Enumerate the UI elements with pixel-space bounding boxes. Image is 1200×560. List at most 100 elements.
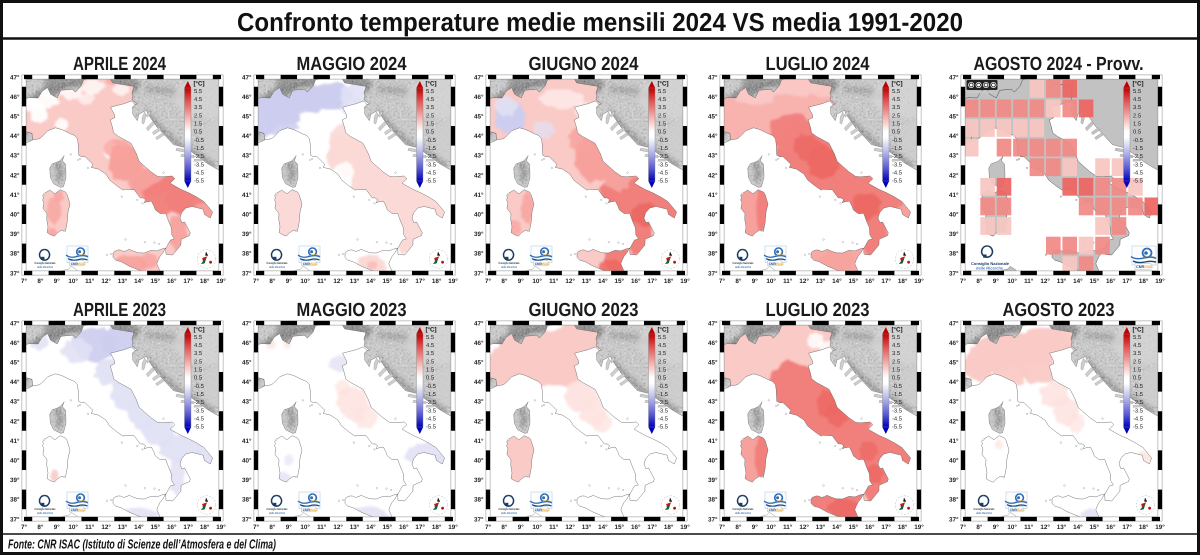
svg-text:7°: 7° <box>960 524 967 531</box>
svg-text:Consiglio Nazionale: Consiglio Nazionale <box>733 261 754 265</box>
svg-text:10°: 10° <box>68 278 78 285</box>
svg-text:delle Ricerche: delle Ricerche <box>37 265 53 269</box>
svg-text:-5.5: -5.5 <box>658 425 668 431</box>
svg-text:delle Ricerche: delle Ricerche <box>37 511 53 515</box>
svg-text:47°: 47° <box>949 74 959 81</box>
svg-text:12°: 12° <box>333 524 343 531</box>
svg-text:8°: 8° <box>269 524 276 531</box>
svg-text:37°: 37° <box>10 516 20 523</box>
svg-text:5.5: 5.5 <box>194 89 202 95</box>
svg-text:-3.5: -3.5 <box>892 407 902 414</box>
svg-text:-0.5: -0.5 <box>194 137 204 144</box>
svg-text:CNR: CNR <box>769 262 777 266</box>
svg-text:41°: 41° <box>949 438 959 445</box>
svg-text:39°: 39° <box>242 477 252 484</box>
svg-text:46°: 46° <box>242 94 252 101</box>
svg-text:12°: 12° <box>101 524 111 531</box>
svg-text:17°: 17° <box>1122 278 1132 285</box>
svg-text:1.5: 1.5 <box>892 368 900 374</box>
svg-text:-0.5: -0.5 <box>892 137 902 144</box>
svg-text:44°: 44° <box>10 379 20 386</box>
svg-text:10°: 10° <box>68 524 78 531</box>
svg-text:-2.5: -2.5 <box>658 399 668 406</box>
svg-text:-4.5: -4.5 <box>1133 416 1143 422</box>
svg-text:4.5: 4.5 <box>892 343 900 349</box>
svg-text:37°: 37° <box>708 270 718 277</box>
svg-text:GIUGNO 2024: GIUGNO 2024 <box>529 54 639 75</box>
svg-text:-3.5: -3.5 <box>194 407 204 414</box>
svg-text:13°: 13° <box>350 278 360 285</box>
svg-text:42°: 42° <box>949 172 959 179</box>
svg-text:4.5: 4.5 <box>1133 97 1141 103</box>
svg-text:46°: 46° <box>10 340 20 347</box>
svg-text:Consiglio Nazionale: Consiglio Nazionale <box>267 507 288 511</box>
svg-text:16°: 16° <box>167 524 177 531</box>
svg-text:-5.5: -5.5 <box>194 425 204 431</box>
svg-text:CNR: CNR <box>71 508 79 512</box>
svg-text:11°: 11° <box>549 524 559 531</box>
svg-text:38°: 38° <box>242 251 252 258</box>
svg-text:11°: 11° <box>549 278 559 285</box>
svg-text:-3.5: -3.5 <box>1133 407 1143 414</box>
svg-text:42°: 42° <box>474 172 484 179</box>
svg-text:13°: 13° <box>1057 524 1067 531</box>
svg-text:40°: 40° <box>242 212 252 219</box>
svg-text:40°: 40° <box>474 458 484 465</box>
svg-text:delle Ricerche: delle Ricerche <box>269 265 285 269</box>
svg-text:11°: 11° <box>317 524 327 531</box>
svg-text:41°: 41° <box>242 192 252 199</box>
svg-text:17°: 17° <box>881 278 891 285</box>
svg-text:42°: 42° <box>10 172 20 179</box>
svg-text:8°: 8° <box>735 278 742 285</box>
svg-text:-0.5: -0.5 <box>426 383 436 390</box>
svg-text:-3.5: -3.5 <box>658 161 668 168</box>
svg-text:11°: 11° <box>317 278 327 285</box>
svg-text:CNR: CNR <box>535 508 543 512</box>
svg-text:44°: 44° <box>474 379 484 386</box>
svg-text:1.5: 1.5 <box>194 368 202 374</box>
svg-text:37°: 37° <box>708 516 718 523</box>
svg-text:MAGGIO 2023: MAGGIO 2023 <box>297 300 407 321</box>
svg-text:39°: 39° <box>242 231 252 238</box>
svg-text:16°: 16° <box>399 278 409 285</box>
svg-text:46°: 46° <box>242 340 252 347</box>
svg-text:3.5: 3.5 <box>426 350 434 357</box>
svg-text:10°: 10° <box>766 278 776 285</box>
svg-text:-0.5: -0.5 <box>658 383 668 390</box>
svg-text:Consiglio Nazionale: Consiglio Nazionale <box>35 261 56 265</box>
svg-text:-4.5: -4.5 <box>194 170 204 176</box>
svg-text:4.5: 4.5 <box>194 343 202 349</box>
svg-text:16°: 16° <box>631 278 641 285</box>
svg-text:Consiglio Nazionale: Consiglio Nazionale <box>267 261 288 265</box>
svg-text:[°C]: [°C] <box>892 327 903 334</box>
svg-text:5.5: 5.5 <box>426 335 434 341</box>
svg-text:-4.5: -4.5 <box>426 170 436 176</box>
svg-text:18°: 18° <box>664 524 674 531</box>
svg-text:10°: 10° <box>532 524 542 531</box>
svg-text:-4.5: -4.5 <box>426 416 436 422</box>
svg-text:12°: 12° <box>333 278 343 285</box>
svg-text:3.5: 3.5 <box>194 104 202 111</box>
svg-text:37°: 37° <box>474 270 484 277</box>
svg-text:15°: 15° <box>615 524 625 531</box>
svg-text:8°: 8° <box>501 278 508 285</box>
svg-text:13°: 13° <box>582 524 592 531</box>
svg-text:13°: 13° <box>1057 278 1067 285</box>
svg-text:-1.5: -1.5 <box>194 146 204 152</box>
svg-text:1.5: 1.5 <box>1133 368 1141 374</box>
svg-text:42°: 42° <box>708 418 718 425</box>
svg-text:-3.5: -3.5 <box>1133 161 1143 168</box>
svg-text:-4.5: -4.5 <box>892 170 902 176</box>
svg-text:15°: 15° <box>383 278 393 285</box>
svg-text:9°: 9° <box>286 524 293 531</box>
svg-text:1.5: 1.5 <box>194 122 202 128</box>
svg-text:16°: 16° <box>631 524 641 531</box>
svg-text:3.5: 3.5 <box>426 104 434 111</box>
svg-text:-2.5: -2.5 <box>426 399 436 406</box>
svg-text:Consiglio Nazionale: Consiglio Nazionale <box>499 507 520 511</box>
svg-text:45°: 45° <box>474 114 484 121</box>
svg-text:7°: 7° <box>21 278 28 285</box>
svg-text:-1.5: -1.5 <box>658 146 668 152</box>
svg-text:43°: 43° <box>242 399 252 406</box>
svg-text:41°: 41° <box>708 192 718 199</box>
